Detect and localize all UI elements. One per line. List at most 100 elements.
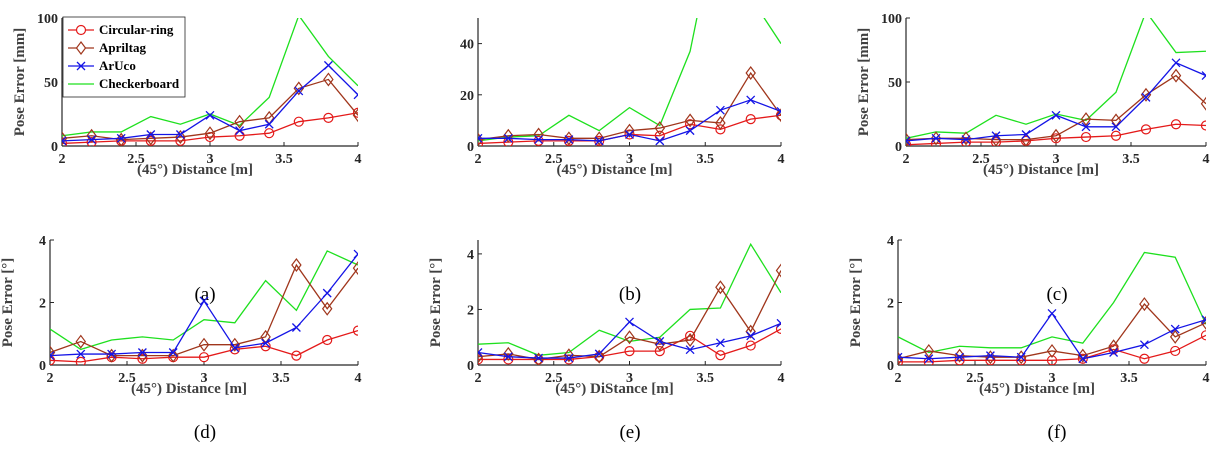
data-point xyxy=(291,350,302,361)
data-point xyxy=(323,60,333,70)
data-point xyxy=(1201,315,1206,325)
x-tick-label: 2 xyxy=(47,371,54,386)
data-point xyxy=(291,258,302,272)
data-point xyxy=(87,135,97,145)
data-point xyxy=(745,66,756,81)
series-checkerboard xyxy=(478,18,781,142)
data-point xyxy=(654,346,665,357)
series-line xyxy=(898,251,1206,354)
data-point xyxy=(137,353,148,364)
series-circular-ring xyxy=(906,119,1206,146)
data-point xyxy=(86,128,97,143)
data-point xyxy=(1051,110,1061,120)
data-point xyxy=(503,346,514,361)
data-point xyxy=(352,261,358,276)
y-tick-label: 0 xyxy=(467,359,474,374)
data-point xyxy=(323,112,334,123)
data-point xyxy=(322,288,332,298)
x-tick-label: 2 xyxy=(903,152,910,167)
x-tick-label: 4 xyxy=(778,371,785,386)
data-point xyxy=(175,135,186,146)
data-point xyxy=(684,113,696,128)
data-point xyxy=(715,105,725,115)
x-tick-label: 2 xyxy=(895,371,902,386)
series-checkerboard xyxy=(62,18,358,137)
y-tick-label: 0 xyxy=(39,359,46,374)
data-point xyxy=(1015,350,1027,365)
legend-entry: Checkerboard xyxy=(99,76,180,91)
data-point xyxy=(199,296,209,306)
data-point xyxy=(563,348,575,363)
series-checkerboard xyxy=(478,242,781,356)
data-point xyxy=(746,331,756,341)
x-tick-label: 2.5 xyxy=(127,152,145,167)
y-tick-label: 100 xyxy=(881,12,902,27)
x-tick-label: 2.5 xyxy=(545,371,563,386)
data-point xyxy=(1016,352,1026,362)
data-point xyxy=(107,349,117,359)
y-tick-label: 40 xyxy=(460,38,474,53)
x-axis-label: (45°) Distance [m] xyxy=(983,162,1099,178)
data-point xyxy=(990,132,1002,146)
data-point xyxy=(145,135,156,146)
data-point xyxy=(503,352,513,362)
series-line xyxy=(478,328,781,361)
series-line xyxy=(478,18,781,142)
y-tick-label: 0 xyxy=(887,359,894,374)
data-point xyxy=(563,135,575,146)
x-axis-label: (45°) Distance [m] xyxy=(137,162,253,178)
y-tick-label: 4 xyxy=(467,248,474,263)
series-aruco xyxy=(478,95,781,146)
series-aruco xyxy=(898,308,1206,364)
y-tick-label: 0 xyxy=(895,140,902,155)
data-point xyxy=(1139,297,1150,312)
x-axis-label: (45°) DiStance [m] xyxy=(555,381,673,397)
data-point xyxy=(898,356,904,365)
data-point xyxy=(776,318,781,328)
y-tick-label: 0 xyxy=(467,140,474,155)
data-point xyxy=(1110,130,1122,141)
data-point xyxy=(961,135,971,145)
data-point xyxy=(478,348,483,357)
data-point xyxy=(624,129,635,140)
legend: Circular-ring Apriltag ArUco Checkerboard xyxy=(62,16,186,98)
y-axis-label: Pose Error [°] xyxy=(428,258,444,348)
x-tick-label: 3 xyxy=(626,371,633,386)
series-line xyxy=(478,321,781,359)
x-tick-label: 4 xyxy=(778,152,785,167)
data-point xyxy=(234,114,245,129)
data-point xyxy=(352,325,358,336)
data-point xyxy=(655,336,665,346)
data-point xyxy=(353,249,358,259)
series-aruco xyxy=(478,317,781,363)
x-tick-label: 2.5 xyxy=(972,152,990,167)
data-point xyxy=(594,349,604,359)
data-point xyxy=(1111,122,1121,132)
data-point xyxy=(198,337,210,352)
data-point xyxy=(715,338,725,348)
panel-label: (d) xyxy=(194,422,216,443)
data-point xyxy=(1201,71,1206,81)
data-point xyxy=(1200,330,1206,341)
data-point xyxy=(745,324,756,339)
data-point xyxy=(86,137,97,146)
y-tick-label: 100 xyxy=(37,12,58,27)
series-aruco xyxy=(906,58,1206,146)
data-point xyxy=(898,352,903,362)
panel-label: (c) xyxy=(1046,284,1067,305)
data-point xyxy=(745,340,756,351)
chart-1: 2 2.5 3 3.5 4 0 50 100 (45°) Distance [m] Pose Er… xyxy=(12,12,362,305)
data-point xyxy=(294,86,304,96)
x-tick-label: 3.5 xyxy=(1122,152,1140,167)
data-point xyxy=(352,107,358,118)
data-point xyxy=(684,333,696,347)
series-checkerboard xyxy=(898,251,1206,354)
series-line xyxy=(62,18,358,137)
series-apriltag xyxy=(898,297,1206,365)
data-point xyxy=(75,334,87,349)
data-point xyxy=(293,116,304,127)
data-point xyxy=(167,348,179,363)
data-point xyxy=(1171,58,1181,68)
